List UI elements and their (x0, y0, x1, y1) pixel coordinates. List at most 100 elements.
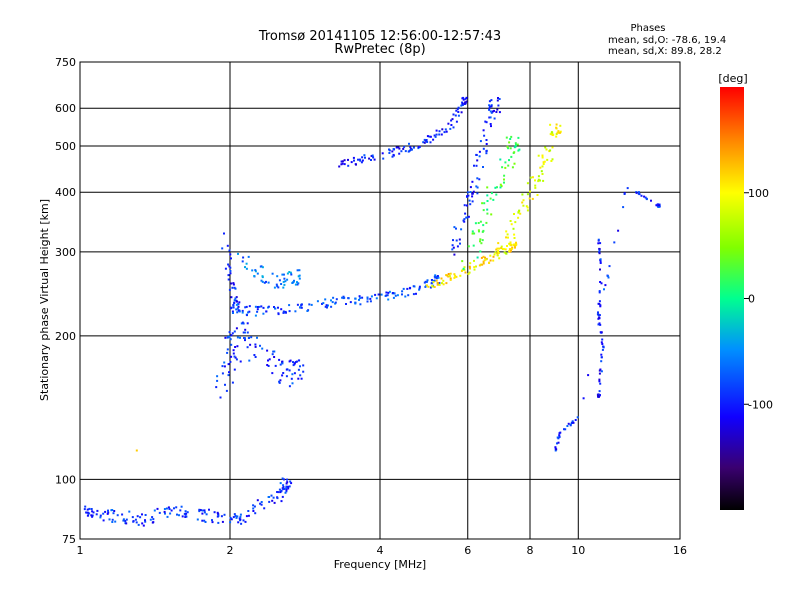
data-point (540, 170, 543, 173)
data-point (408, 142, 410, 145)
x-tick-label: 16 (673, 544, 687, 557)
data-point (254, 270, 257, 273)
data-point (125, 518, 128, 521)
data-point (246, 346, 249, 349)
data-point (433, 275, 436, 278)
data-point (599, 382, 602, 385)
data-point (131, 516, 134, 519)
data-point (180, 505, 183, 508)
data-point (354, 302, 357, 305)
data-point (205, 513, 208, 516)
data-point (415, 292, 417, 295)
data-point (87, 514, 90, 517)
data-point (265, 280, 267, 283)
data-point (288, 385, 291, 388)
data-point (273, 350, 276, 353)
data-point (452, 126, 455, 129)
data-point (370, 295, 373, 298)
data-point (509, 147, 512, 150)
data-point (600, 356, 603, 359)
data-point (220, 515, 223, 518)
data-point (514, 244, 517, 247)
data-point (135, 449, 138, 452)
data-point (247, 255, 250, 258)
data-point (509, 243, 512, 246)
data-point (287, 487, 290, 490)
x-tick-label: 10 (571, 544, 585, 557)
data-point (493, 109, 495, 112)
data-point (463, 218, 466, 221)
data-point (242, 322, 245, 325)
data-point (223, 361, 226, 364)
data-point (626, 187, 629, 190)
data-point (444, 128, 447, 131)
data-point (228, 265, 231, 268)
data-point (211, 519, 213, 522)
data-point (644, 196, 647, 199)
data-point (232, 283, 235, 286)
data-point (296, 283, 299, 286)
data-point (490, 104, 493, 107)
data-point (142, 524, 145, 527)
data-point (598, 300, 601, 303)
data-point (122, 519, 125, 522)
data-point (282, 273, 285, 276)
data-point (482, 229, 485, 232)
data-point (467, 215, 470, 218)
data-point (404, 295, 407, 298)
data-point (482, 166, 484, 168)
data-point (289, 271, 292, 274)
data-point (511, 247, 514, 250)
data-point (481, 263, 484, 266)
data-point (229, 270, 232, 272)
data-point (249, 343, 252, 346)
data-point (488, 100, 491, 103)
data-point (454, 274, 457, 277)
data-point (455, 109, 458, 112)
data-point (294, 283, 297, 286)
data-point (599, 281, 602, 283)
data-point (495, 193, 498, 196)
data-point (276, 285, 279, 288)
data-point (598, 316, 601, 319)
data-point (361, 156, 364, 159)
data-point (518, 148, 521, 151)
data-point (479, 140, 482, 143)
data-point (289, 480, 292, 483)
data-point (128, 510, 131, 513)
data-point (458, 238, 461, 241)
data-point (511, 246, 514, 249)
data-point (281, 360, 284, 363)
data-point (508, 141, 511, 144)
data-point (508, 242, 511, 245)
data-point (489, 105, 491, 108)
data-point (282, 286, 285, 289)
data-point (457, 106, 460, 109)
data-point (306, 310, 309, 312)
data-point (606, 275, 609, 277)
data-point (460, 270, 463, 272)
data-point (449, 272, 452, 275)
data-point (506, 145, 509, 148)
data-point (233, 513, 236, 516)
data-point (466, 191, 469, 194)
data-point (600, 331, 603, 334)
data-point (235, 358, 238, 361)
data-point (402, 147, 405, 150)
data-point (433, 134, 436, 137)
data-point (216, 511, 219, 514)
data-point (598, 395, 600, 398)
data-point (248, 336, 250, 339)
data-point (273, 356, 276, 358)
data-point (637, 192, 640, 195)
data-point (256, 499, 259, 502)
data-point (600, 282, 603, 285)
data-point (277, 286, 280, 289)
data-point (459, 242, 461, 245)
data-point (158, 511, 161, 514)
data-point (598, 247, 601, 250)
data-point (245, 267, 248, 270)
data-point (559, 124, 562, 127)
data-point (482, 209, 485, 212)
data-point (227, 263, 230, 266)
